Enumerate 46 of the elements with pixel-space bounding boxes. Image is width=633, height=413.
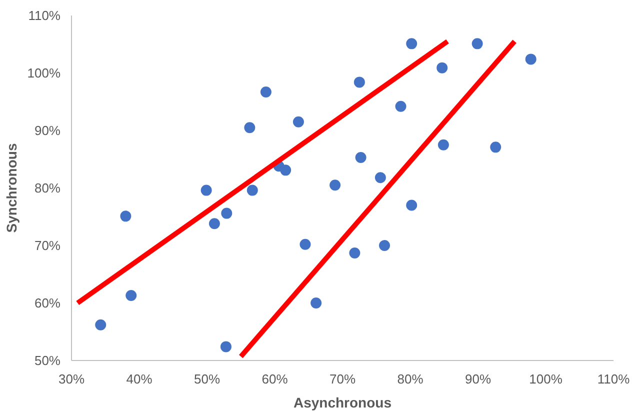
point [354, 76, 365, 88]
point [280, 164, 292, 176]
x-tick-label: 110% [597, 372, 630, 386]
point [244, 122, 256, 134]
y-axis-title: Synchronous [3, 143, 20, 233]
y-tick-label: 110% [28, 8, 61, 23]
x-tick-label: 60% [262, 372, 288, 386]
point [525, 54, 536, 65]
point [120, 210, 132, 222]
point [406, 200, 418, 211]
point [330, 180, 341, 191]
x-tick-label: 80% [397, 372, 424, 386]
x-axis-title: Asynchronous [293, 394, 392, 410]
y-tick-label: 60% [34, 296, 61, 310]
point [379, 240, 390, 251]
x-tick-label: 70% [329, 372, 356, 386]
x-tick-label: 30% [58, 372, 85, 386]
point [95, 319, 106, 330]
point [292, 116, 304, 128]
point [374, 172, 386, 184]
point [490, 142, 502, 153]
point [436, 62, 448, 74]
point [220, 341, 232, 352]
y-tick-label: 80% [34, 180, 61, 196]
point [310, 298, 322, 308]
y-tick-label: 70% [34, 238, 61, 253]
point [126, 290, 137, 302]
point [406, 38, 418, 50]
y-tick-label: 90% [34, 123, 61, 138]
y-tick-label: 50% [34, 353, 61, 368]
x-tick-label: 40% [126, 372, 153, 386]
point [200, 184, 212, 196]
point [355, 152, 366, 164]
point [438, 139, 449, 150]
point [395, 100, 406, 112]
point [246, 184, 258, 196]
x-tick-label: 50% [194, 372, 220, 386]
point [260, 86, 272, 98]
point [349, 247, 360, 258]
x-tick-label: 100% [529, 372, 563, 386]
x-tick-label: 90% [464, 372, 492, 386]
point [300, 238, 311, 250]
point [472, 38, 483, 50]
point [221, 208, 232, 219]
y-tick-label: 100% [27, 66, 61, 80]
point [208, 218, 220, 230]
